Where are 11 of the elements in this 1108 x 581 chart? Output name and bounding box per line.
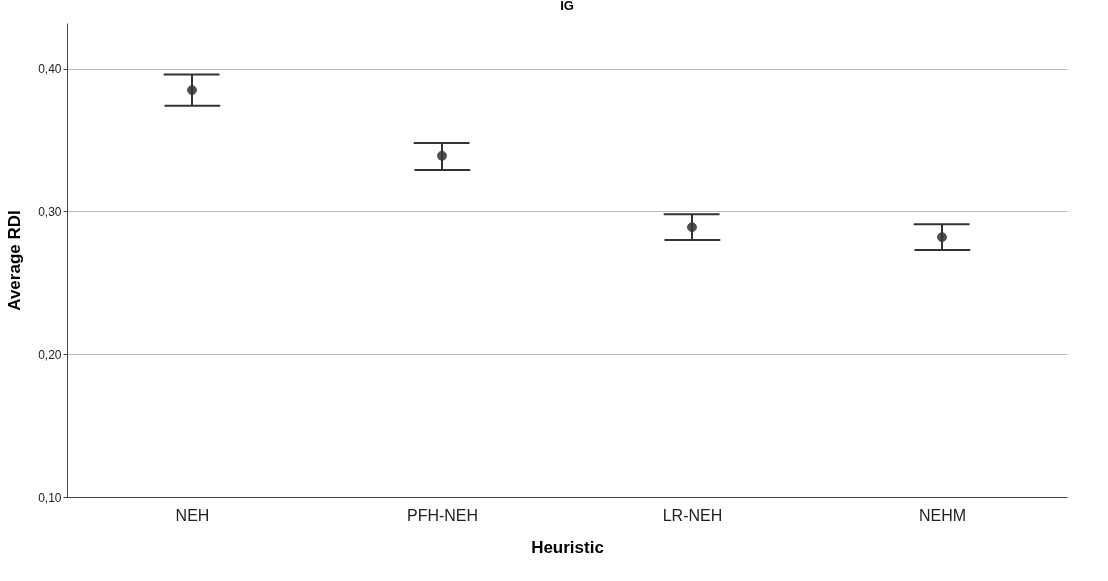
x-tick-label: NEH <box>175 506 210 524</box>
y-tick-label: 0,20 <box>38 347 62 362</box>
y-tick-label: 0,30 <box>38 204 62 219</box>
x-tick-label: NEHM <box>918 506 967 524</box>
y-tick-label: 0,40 <box>38 62 62 77</box>
y-axis-title: Average RDI <box>5 210 25 311</box>
x-axis-title: Heuristic <box>531 537 604 557</box>
y-tick-label: 0,10 <box>38 490 62 505</box>
chart-title: IG <box>560 0 574 13</box>
x-tick-label: PFH-NEH <box>406 506 479 524</box>
x-tick-label: LR-NEH <box>662 506 723 524</box>
